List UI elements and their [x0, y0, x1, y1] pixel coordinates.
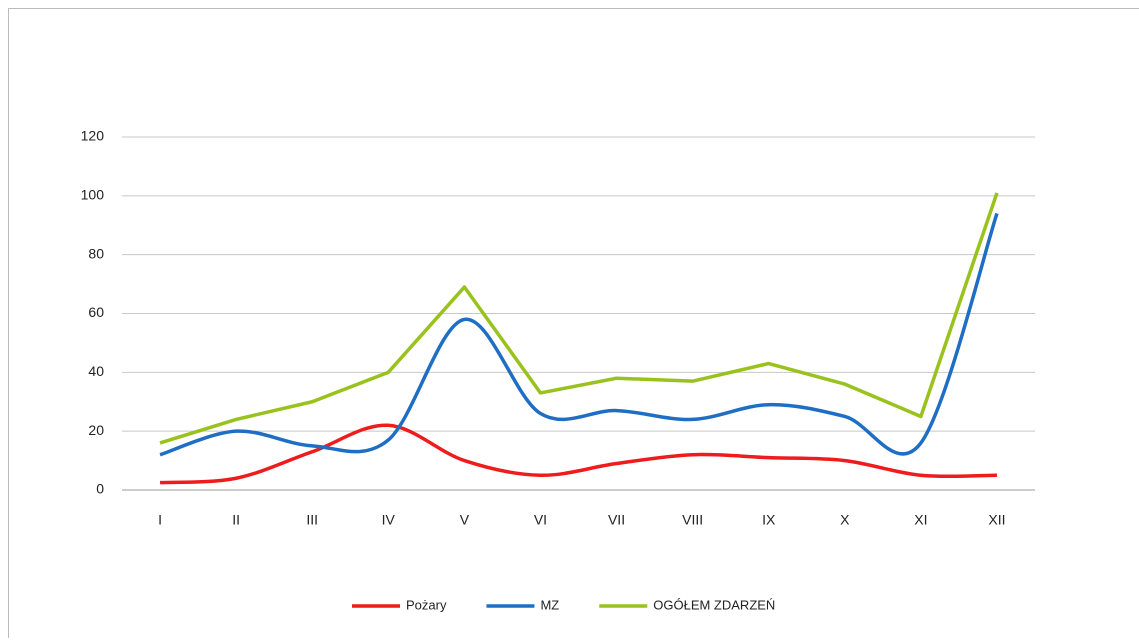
x-tick-label: X [840, 512, 850, 528]
y-tick-label: 0 [96, 481, 104, 497]
x-tick-label: II [232, 512, 240, 528]
legend-label: OGÓŁEM ZDARZEŃ [653, 597, 775, 612]
x-tick-label: I [158, 512, 162, 528]
y-tick-label: 100 [81, 187, 105, 203]
x-tick-label: VI [534, 512, 547, 528]
x-tick-label: IV [382, 512, 396, 528]
y-tick-label: 20 [88, 422, 104, 438]
x-tick-label: XII [988, 512, 1005, 528]
y-tick-label: 60 [88, 304, 104, 320]
legend-label: Pożary [406, 597, 447, 612]
x-tick-label: XI [914, 512, 927, 528]
x-tick-label: III [306, 512, 318, 528]
chart-frame [9, 9, 1139, 639]
x-tick-label: VIII [682, 512, 703, 528]
x-tick-label: VII [608, 512, 625, 528]
y-tick-label: 40 [88, 363, 104, 379]
x-tick-label: IX [762, 512, 776, 528]
legend-label: MZ [540, 597, 559, 612]
x-tick-label: V [460, 512, 470, 528]
y-tick-label: 120 [81, 128, 105, 144]
y-tick-label: 80 [88, 245, 104, 261]
